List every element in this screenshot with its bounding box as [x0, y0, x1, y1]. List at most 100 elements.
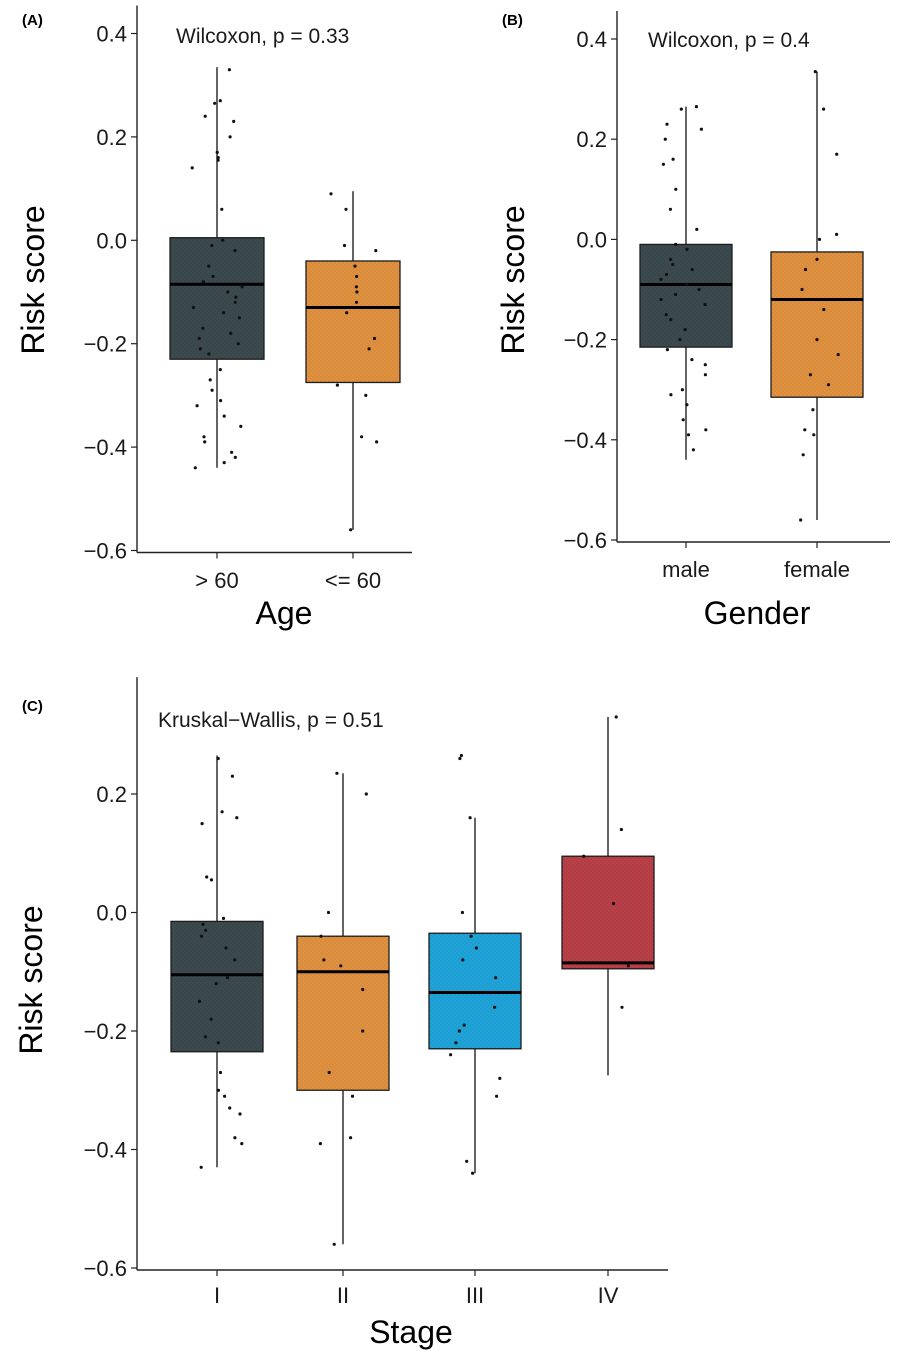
box-texture — [771, 251, 863, 398]
data-point — [468, 816, 472, 820]
data-point — [227, 68, 231, 72]
data-point — [690, 358, 694, 362]
data-point — [198, 347, 202, 351]
data-point — [659, 297, 663, 302]
data-point — [664, 272, 669, 277]
data-point — [812, 433, 816, 437]
data-point — [240, 285, 244, 289]
data-point — [685, 247, 689, 251]
y-axis-title: Risk score — [15, 205, 51, 354]
data-point — [803, 428, 807, 432]
data-point — [205, 875, 209, 879]
data-point — [822, 107, 826, 111]
data-point — [835, 232, 839, 236]
x-axis-title: Stage — [369, 1314, 453, 1350]
y-tick-label: 0.4 — [576, 27, 607, 52]
data-point — [230, 450, 234, 454]
data-point — [459, 753, 463, 758]
test-annotation: Wilcoxon, p = 0.33 — [176, 25, 349, 48]
data-point — [233, 455, 237, 459]
data-point — [228, 135, 232, 139]
data-point — [349, 528, 353, 532]
data-point — [626, 964, 630, 968]
data-point — [233, 958, 237, 962]
y-tick-label: −0.4 — [564, 428, 607, 453]
plot-area: 0.4 0.2 0.0 −0.2 −0.4 −0.6 male female — [564, 11, 890, 582]
data-point — [216, 158, 220, 162]
panel-label: (C) — [22, 698, 43, 715]
data-point — [680, 388, 685, 392]
data-point — [699, 127, 704, 131]
data-point — [457, 1029, 461, 1033]
data-point — [228, 1106, 232, 1110]
data-point — [224, 946, 228, 950]
x-tick-label: II — [337, 1283, 349, 1308]
data-point — [240, 1142, 244, 1146]
y-tick-label: −0.2 — [84, 332, 127, 357]
data-point — [665, 122, 669, 126]
data-point — [704, 428, 708, 432]
data-point — [674, 242, 678, 246]
data-point — [209, 1017, 213, 1021]
data-point — [815, 257, 819, 261]
data-point — [203, 1035, 207, 1039]
data-point — [208, 378, 212, 382]
test-annotation: Wilcoxon, p = 0.4 — [648, 29, 810, 52]
y-tick-label: 0.0 — [96, 228, 127, 253]
data-point — [322, 958, 326, 962]
data-point — [614, 715, 618, 719]
y-tick-label: −0.6 — [84, 539, 127, 564]
data-point — [498, 1076, 502, 1080]
y-tick-label: 0.0 — [96, 901, 127, 926]
data-point — [350, 1094, 355, 1098]
x-axis-title: Gender — [704, 595, 811, 631]
data-point — [216, 1041, 220, 1045]
data-point — [659, 277, 663, 282]
data-point — [235, 816, 239, 820]
data-point — [703, 363, 707, 367]
data-point — [195, 404, 199, 408]
data-point — [685, 403, 689, 407]
box-texture — [297, 936, 389, 1091]
box-texture — [562, 856, 654, 969]
data-point — [216, 1088, 221, 1092]
data-point — [364, 792, 368, 796]
data-point — [238, 1112, 242, 1116]
data-point — [339, 964, 343, 968]
data-point — [801, 453, 805, 457]
data-point — [225, 976, 230, 980]
data-point — [669, 393, 673, 397]
data-point — [216, 756, 220, 761]
data-point — [817, 237, 822, 241]
y-tick-label: 0.2 — [96, 125, 127, 150]
data-point — [201, 922, 205, 927]
data-point — [229, 331, 233, 335]
data-point — [471, 1171, 475, 1175]
y-tick-label: 0.4 — [96, 22, 127, 47]
data-point — [361, 987, 365, 992]
y-tick-label: −0.6 — [564, 528, 607, 553]
data-point — [230, 774, 234, 778]
x-tick-label: IV — [598, 1283, 619, 1308]
data-point — [226, 290, 230, 294]
y-tick-label: −0.4 — [84, 435, 127, 460]
data-point — [327, 1070, 331, 1075]
data-point — [671, 157, 675, 161]
box-texture — [170, 237, 264, 360]
data-point — [213, 101, 217, 105]
data-point — [668, 207, 673, 211]
x-tick-label: I — [214, 1283, 220, 1308]
data-point — [335, 771, 339, 775]
y-tick-label: −0.6 — [84, 1256, 127, 1281]
data-point — [671, 262, 675, 267]
panel-c: (C) Kruskal−Wallis, p = 0.51 Stage Risk … — [13, 677, 668, 1350]
data-point — [233, 1136, 237, 1140]
data-point — [465, 1159, 469, 1163]
data-point — [815, 338, 819, 342]
test-annotation: Kruskal−Wallis, p = 0.51 — [158, 709, 384, 732]
data-point — [494, 976, 498, 980]
box-texture — [171, 921, 263, 1052]
data-point — [835, 152, 839, 156]
data-point — [679, 107, 683, 111]
